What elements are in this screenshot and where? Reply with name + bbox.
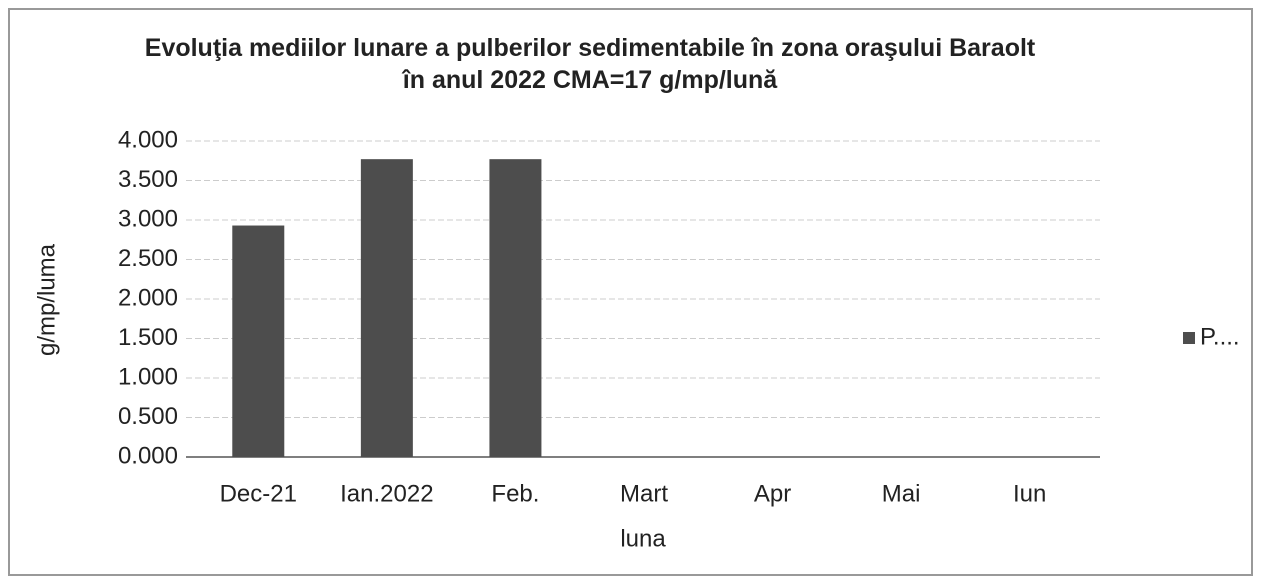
y-tick-label: 4.000: [118, 126, 178, 153]
y-axis-label: g/mp/luma: [33, 243, 60, 356]
legend-swatch: [1183, 332, 1195, 344]
y-tick-label: 3.000: [118, 205, 178, 232]
y-tick-label: 0.000: [118, 442, 178, 469]
x-tick-label: Apr: [754, 480, 791, 507]
bar: [232, 225, 285, 457]
x-tick-label: Mai: [882, 480, 921, 507]
chart-frame: [8, 8, 1253, 576]
y-tick-label: 2.000: [118, 284, 178, 311]
chart-title: Evoluţia mediilor lunare a pulberilor se…: [144, 34, 1036, 94]
x-axis-label: luna: [620, 525, 666, 552]
x-tick-label: Iun: [1013, 480, 1046, 507]
y-tick-label: 1.500: [118, 324, 178, 351]
bar: [360, 159, 413, 458]
y-tick-label: 2.500: [118, 245, 178, 272]
y-tick-label: 0.500: [118, 403, 178, 430]
legend-label: P....: [1200, 323, 1240, 350]
x-tick-label: Mart: [620, 480, 668, 507]
y-tick-label: 1.000: [118, 363, 178, 390]
bar: [489, 159, 542, 458]
y-tick-label: 3.500: [118, 166, 178, 193]
x-tick-label: Feb.: [491, 480, 539, 507]
x-tick-label: Dec-21: [220, 480, 297, 507]
x-tick-label: Ian.2022: [340, 480, 433, 507]
